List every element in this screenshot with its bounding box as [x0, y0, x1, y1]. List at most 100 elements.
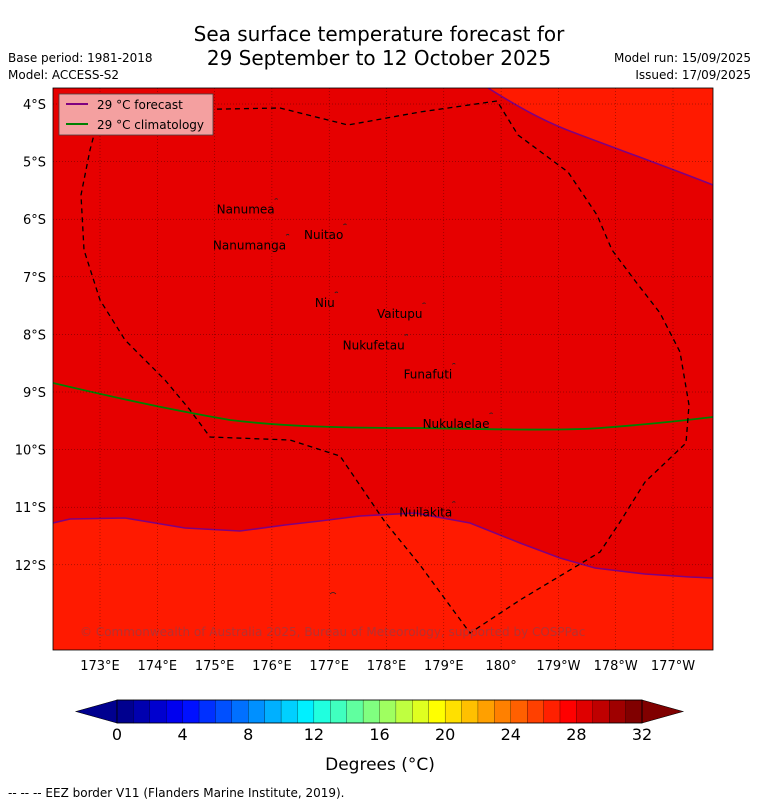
colorbar-segment: [527, 699, 545, 724]
island-label: Niu: [315, 296, 335, 310]
colorbar-tick-label: 8: [243, 725, 253, 744]
colorbar-segment: [248, 699, 266, 724]
island-label: Nukufetau: [343, 339, 405, 353]
model-run-text: Model run: 15/09/2025: [613, 51, 751, 65]
lat-tick-label: 4°S: [23, 98, 46, 113]
lat-tick-label: 10°S: [15, 444, 46, 459]
colorbar-segment: [576, 699, 594, 724]
copyright-text: © Commonwealth of Australia 2025, Bureau…: [80, 625, 585, 639]
colorbar-tick-label: 24: [501, 725, 521, 744]
colorbar-segment: [559, 699, 577, 724]
colorbar-segment: [330, 699, 348, 724]
base-period-text: Base period: 1981-2018: [8, 51, 153, 65]
island-shape: [422, 302, 426, 305]
lat-tick-label: 5°S: [23, 156, 46, 171]
colorbar-frame: [116, 699, 643, 724]
colorbar-tick-label: 28: [566, 725, 586, 744]
colorbar-segment: [215, 699, 233, 724]
legend: 29 °C forecast 29 °C climatology: [58, 93, 214, 136]
lat-tick-label: 12°S: [15, 559, 46, 574]
colorbar-ticks: 0 4 8 12 16 20 24 28 32: [112, 725, 652, 744]
colorbar-tick-label: 12: [304, 725, 324, 744]
chart-title: Sea surface temperature forecast for 29 …: [0, 22, 758, 70]
colorbar-segment: [477, 699, 495, 724]
colorbar-segment: [494, 699, 512, 724]
lat-tick-label: 7°S: [23, 271, 46, 286]
eez-border: [80, 100, 690, 634]
climatology-contour: [53, 382, 713, 431]
colorbar-tick-label: 20: [435, 725, 455, 744]
forecast-contour-south: [53, 512, 713, 579]
colorbar-tick-label: 4: [178, 725, 188, 744]
graticule: [53, 88, 713, 650]
colorbar-segment: [297, 699, 315, 724]
lon-tick-label: 177°W: [651, 659, 695, 674]
sst-band-30-31: [53, 88, 713, 578]
colorbar-segment: [346, 699, 364, 724]
sst-field: Nanumea Nuitao Nanumanga Niu Vaitupu Nukufeta…: [53, 88, 713, 650]
colorbar-segment: [444, 699, 462, 724]
colorbar-segment: [264, 699, 282, 724]
lon-tick-label: 180°: [485, 659, 516, 674]
legend-climatology-label: 29 °C climatology: [97, 118, 204, 132]
colorbar-segment: [543, 699, 561, 724]
colorbar-segment: [625, 699, 643, 724]
lat-tick-label: 11°S: [15, 501, 46, 516]
island-shape: [451, 501, 456, 503]
island-shape: [285, 233, 290, 236]
colorbar-segment: [313, 699, 331, 724]
model-text: Model: ACCESS-S2: [8, 68, 120, 82]
lon-tick-label: 176°E: [252, 659, 292, 674]
title-line-1: Sea surface temperature forecast for: [193, 22, 565, 46]
colorbar-segment: [379, 699, 397, 724]
longitude-ticks: 173°E 174°E 175°E 176°E 177°E 178°E 179°E 180° 1…: [80, 659, 695, 674]
colorbar-segment: [231, 699, 249, 724]
colorbar-segment: [198, 699, 216, 724]
legend-forecast-label: 29 °C forecast: [97, 98, 183, 112]
colorbar-segment: [510, 699, 528, 724]
colorbar-segment: [609, 699, 627, 724]
island-label: Nuilakita: [399, 506, 452, 520]
colorbar-segment: [280, 699, 298, 724]
islet-shape: [329, 592, 337, 595]
colorbar-segment: [428, 699, 446, 724]
latitude-ticks: 4°S 5°S 6°S 7°S 8°S 9°S 10°S 11°S 12°S: [15, 98, 46, 574]
issued-text: Issued: 17/09/2025: [635, 68, 751, 82]
island-label: Nuitao: [304, 228, 343, 242]
island-label: Nukulaelae: [423, 417, 490, 431]
island-label: Funafuti: [404, 367, 453, 381]
island-shape: [274, 198, 278, 200]
lon-tick-label: 178°E: [367, 659, 407, 674]
colorbar-segment: [592, 699, 610, 724]
eez-footnote: -- -- -- EEZ border V11 (Flanders Marine…: [8, 786, 345, 800]
island-shape: [404, 334, 409, 336]
colorbar-tick-label: 32: [632, 725, 652, 744]
island-shape: [334, 291, 339, 294]
title-line-2: 29 September to 12 October 2025: [206, 46, 552, 70]
lon-tick-label: 173°E: [80, 659, 120, 674]
colorbar-segment: [116, 699, 134, 724]
colorbar-segment: [461, 699, 479, 724]
island-label: Vaitupu: [377, 307, 423, 321]
lon-tick-label: 179°W: [536, 659, 580, 674]
colorbar-segment: [182, 699, 200, 724]
colorbar-segment: [166, 699, 184, 724]
island-label: Nanumanga: [213, 238, 286, 252]
colorbar-segment: [412, 699, 430, 724]
colorbar-under-arrow: [74, 699, 118, 724]
map-frame: [52, 87, 714, 651]
colorbar-segment: [395, 699, 413, 724]
island-shape: [451, 362, 456, 365]
colorbar-over-arrow: [641, 699, 685, 724]
colorbar-tick-label: 0: [112, 725, 122, 744]
forecast-contour-north: [487, 88, 713, 186]
lat-tick-label: 9°S: [23, 386, 46, 401]
colorbar-segment: [362, 699, 380, 724]
colorbar: [74, 699, 685, 724]
lon-tick-label: 179°E: [424, 659, 464, 674]
island-shape: [489, 412, 493, 415]
colorbar-segment: [149, 699, 167, 724]
lon-tick-label: 175°E: [195, 659, 235, 674]
colorbar-label: Degrees (°C): [325, 755, 435, 775]
